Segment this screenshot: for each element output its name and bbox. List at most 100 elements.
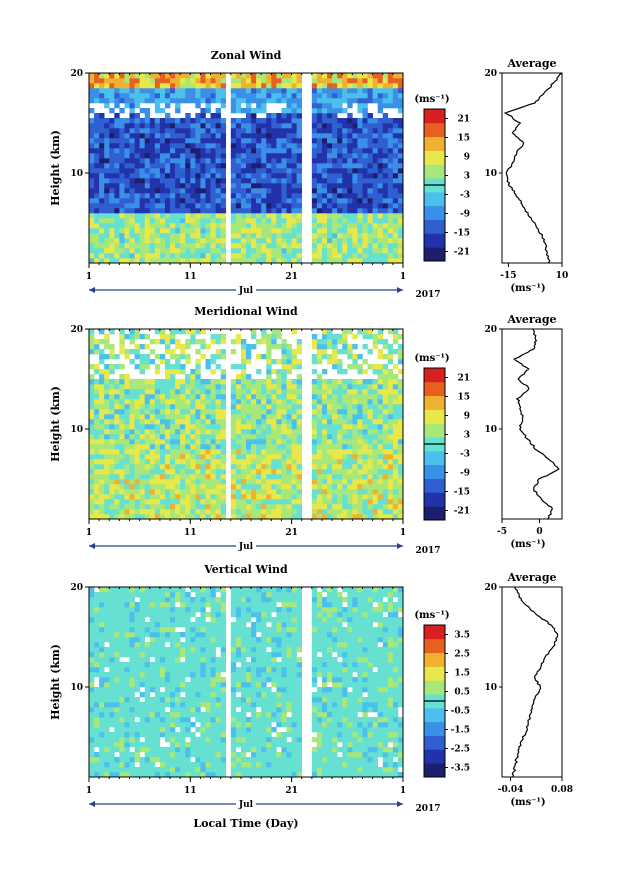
- heatmap-cell: [185, 509, 191, 515]
- heatmap-cell: [382, 173, 389, 179]
- heatmap-cell: [372, 178, 378, 184]
- heatmap-cell: [119, 767, 125, 773]
- heatmap-cell: [246, 183, 252, 189]
- heatmap-cell: [139, 73, 146, 79]
- panel-title: Meridional Wind: [194, 305, 298, 318]
- heatmap-cell: [129, 143, 135, 149]
- heatmap-cell: [342, 128, 348, 134]
- heatmap-cell: [246, 108, 252, 114]
- heatmap-cell: [89, 424, 95, 430]
- heatmap-cell: [397, 93, 404, 99]
- heatmap-cell: [129, 128, 135, 134]
- heatmap-cell: [352, 123, 358, 129]
- heatmap-cell: [362, 394, 368, 400]
- heatmap-cell: [382, 394, 389, 400]
- heatmap-cell: [316, 88, 323, 94]
- heatmap-cell: [387, 148, 394, 154]
- heatmap-cell: [286, 454, 292, 460]
- heatmap-cell: [387, 103, 394, 109]
- heatmap-cell: [372, 474, 378, 480]
- heatmap-cell: [180, 238, 186, 244]
- heatmap-cell: [347, 499, 353, 505]
- heatmap-cell: [281, 494, 287, 500]
- heatmap-cell: [109, 148, 115, 154]
- heatmap-cell: [89, 419, 95, 425]
- heatmap-cell: [337, 248, 343, 254]
- heatmap-cell: [291, 113, 297, 119]
- heatmap-cell: [114, 233, 120, 239]
- heatmap-cell: [144, 622, 151, 628]
- heatmap-cell: [357, 464, 363, 470]
- heatmap-cell: [159, 637, 166, 643]
- heatmap-cell: [215, 188, 221, 194]
- heatmap-cell: [99, 78, 105, 84]
- heatmap-cell: [291, 128, 297, 134]
- heatmap-cell: [281, 504, 287, 510]
- heatmap-cell: [261, 203, 267, 209]
- heatmap-cell: [397, 228, 404, 234]
- heatmap-cell: [286, 409, 292, 415]
- heatmap-cell: [180, 489, 186, 495]
- heatmap-cell: [387, 158, 394, 164]
- heatmap-cell: [129, 682, 135, 688]
- heatmap-cell: [114, 762, 120, 768]
- heatmap-cell: [352, 459, 358, 465]
- heatmap-cell: [357, 83, 363, 89]
- heatmap-cell: [185, 208, 191, 214]
- heatmap-cell: [170, 238, 176, 244]
- heatmap-cell: [316, 424, 323, 430]
- heatmap-cell: [367, 143, 373, 149]
- heatmap-cell: [144, 429, 151, 435]
- heatmap-cell: [195, 514, 201, 520]
- heatmap-cell: [332, 434, 338, 440]
- heatmap-cell: [235, 178, 242, 184]
- heatmap-cell: [377, 243, 384, 249]
- heatmap-cell: [327, 389, 333, 395]
- heatmap-cell: [352, 228, 358, 234]
- heatmap-cell: [347, 459, 353, 465]
- heatmap-cell: [124, 148, 130, 154]
- heatmap-cell: [251, 228, 257, 234]
- heatmap-cell: [109, 454, 115, 460]
- heatmap-cell: [144, 113, 151, 119]
- heatmap-cell: [119, 389, 125, 395]
- heatmap-cell: [397, 514, 404, 520]
- heatmap-cell: [175, 108, 181, 114]
- heatmap-cell: [311, 434, 318, 440]
- heatmap-cell: [164, 484, 171, 490]
- heatmap-cell: [286, 424, 292, 430]
- heatmap-cell: [195, 494, 201, 500]
- heatmap-cell: [99, 123, 105, 129]
- heatmap-cell: [129, 449, 135, 455]
- heatmap-cell: [124, 652, 130, 658]
- heatmap-cell: [281, 364, 287, 370]
- heatmap-cell: [109, 642, 115, 648]
- heatmap-cell: [337, 439, 343, 445]
- heatmap-cell: [352, 444, 358, 450]
- heatmap-cell: [109, 762, 115, 768]
- heatmap-cell: [337, 243, 343, 249]
- heatmap-cell: [144, 697, 151, 703]
- heatmap-cell: [382, 168, 389, 174]
- heatmap-cell: [235, 454, 242, 460]
- heatmap-cell: [205, 118, 211, 124]
- heatmap-cell: [89, 692, 95, 698]
- heatmap-cell: [240, 384, 247, 390]
- heatmap-cell: [180, 213, 186, 219]
- heatmap-cell: [129, 198, 135, 204]
- heatmap-cell: [134, 123, 140, 129]
- heatmap-cell: [266, 364, 272, 370]
- heatmap-cell: [327, 469, 333, 475]
- heatmap-cell: [256, 404, 262, 410]
- heatmap-cell: [316, 339, 323, 345]
- heatmap-cell: [387, 439, 394, 445]
- heatmap-cell: [251, 404, 257, 410]
- heatmap-cell: [164, 612, 171, 618]
- heatmap-cell: [397, 494, 404, 500]
- heatmap-cell: [144, 198, 151, 204]
- heatmap-cell: [357, 354, 363, 360]
- heatmap-cell: [104, 158, 110, 164]
- heatmap-cell: [240, 429, 247, 435]
- heatmap-cell: [170, 479, 176, 485]
- heatmap-cell: [124, 597, 130, 603]
